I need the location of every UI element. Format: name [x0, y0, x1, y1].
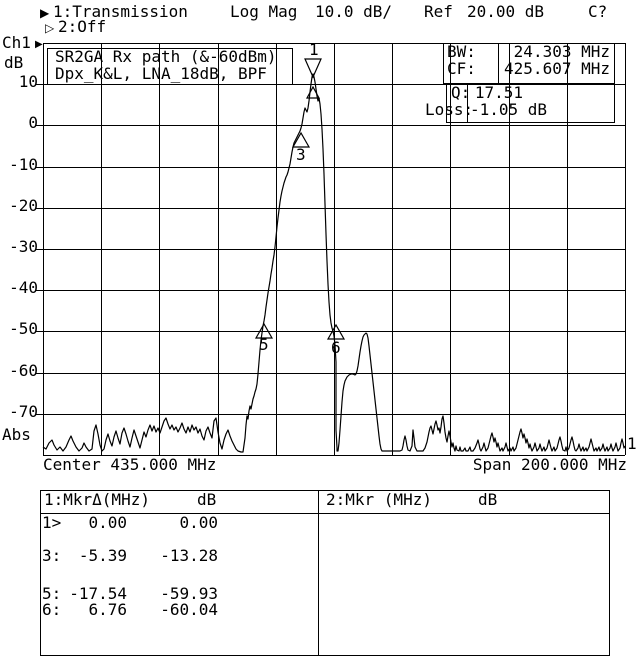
delta-reference-icon [305, 85, 321, 99]
marker-table-left-unit: dB [197, 490, 217, 509]
q-label: Q: [451, 83, 471, 102]
y-tick--70: -70 [9, 402, 38, 421]
table-row-db: -59.93 [160, 584, 218, 603]
marker3-label: 3 [296, 145, 306, 164]
trace1-active-icon: ▶ [40, 6, 50, 20]
cf-label: CF: [447, 59, 476, 78]
y-unit-label: dB [4, 53, 24, 72]
marker1-label: 1 [309, 40, 319, 59]
y-tick--60: -60 [9, 361, 38, 380]
ref-label: Ref [424, 2, 453, 21]
marker5-label: 5 [259, 335, 269, 354]
table-row-marker-id: 1> [42, 513, 62, 532]
table-row-freq: 0.00 [88, 513, 127, 532]
loss-label: Loss: [425, 100, 474, 119]
y-tick--50: -50 [9, 319, 38, 338]
table-row-marker-id: 5: [42, 584, 62, 603]
y-tick--40: -40 [9, 278, 38, 297]
channel-label: Ch1 [2, 33, 31, 52]
table-row-marker-id: 3: [42, 546, 62, 565]
channel-active-icon: ▶ [35, 39, 43, 50]
marker5-icon [254, 322, 274, 339]
marker-table-left-header: 1:MkrΔ(MHz) [44, 490, 150, 509]
axis-mode-label: Abs [2, 425, 31, 444]
correction-indicator: C? [588, 2, 608, 21]
marker-table-divider [318, 490, 319, 656]
bw-label: BW: [447, 42, 476, 61]
bw-cf-box-divider [498, 43, 499, 84]
q-loss-readout-box [446, 83, 615, 123]
center-frequency-label: Center 435.000 MHz [43, 455, 217, 474]
scale-per-div: 10.0 dB/ [315, 2, 393, 21]
trace2-inactive-icon: ▷ [45, 21, 55, 35]
marker-table-right-header: 2:Mkr (MHz) [326, 490, 432, 509]
cf-value: 425.607 MHz [504, 59, 610, 78]
marker-table-box [40, 490, 610, 656]
q-loss-box-divider [467, 83, 468, 123]
y-tick-10: 10 [18, 72, 38, 91]
q-value: 17.51 [474, 83, 523, 102]
graticule [36, 43, 626, 456]
marker3-icon [291, 131, 311, 148]
marker6-label: 6 [331, 338, 341, 357]
trace1-label: 1:Transmission [53, 2, 188, 21]
marker6-icon [326, 323, 346, 340]
loss-value: -1.05 dB [469, 100, 547, 119]
y-tick--30: -30 [9, 237, 38, 256]
marker1-active-icon [304, 58, 322, 79]
trace2-label: 2:Off [58, 17, 107, 36]
title-annotation-box [47, 48, 293, 85]
format-label: Log Mag [230, 2, 298, 21]
y-tick-0: 0 [28, 113, 38, 132]
table-row-marker-id: 6: [42, 600, 62, 619]
trace [42, 73, 626, 453]
y-tick--20: -20 [9, 196, 38, 215]
bw-value: 24.303 MHz [513, 42, 610, 61]
title-line2: Dpx_K&L, LNA_18dB, BPF [55, 64, 267, 83]
marker-table-right-unit: dB [478, 490, 498, 509]
marker-table-header-rule [40, 513, 610, 514]
span-label: Span 200.000 MHz [472, 455, 627, 474]
ref-value: 20.00 dB [467, 2, 545, 21]
table-row-db: -13.28 [160, 546, 218, 565]
y-tick--10: -10 [9, 155, 38, 174]
table-row-db: -60.04 [160, 600, 218, 619]
table-row-db: 0.00 [179, 513, 218, 532]
table-row-freq: -5.39 [78, 546, 127, 565]
grid-right-edge-marker: 1 [627, 434, 637, 453]
title-line1: SR2GA Rx path (&-60dBm) [55, 47, 277, 66]
table-row-freq: -17.54 [69, 584, 127, 603]
table-row-freq: 6.76 [88, 600, 127, 619]
